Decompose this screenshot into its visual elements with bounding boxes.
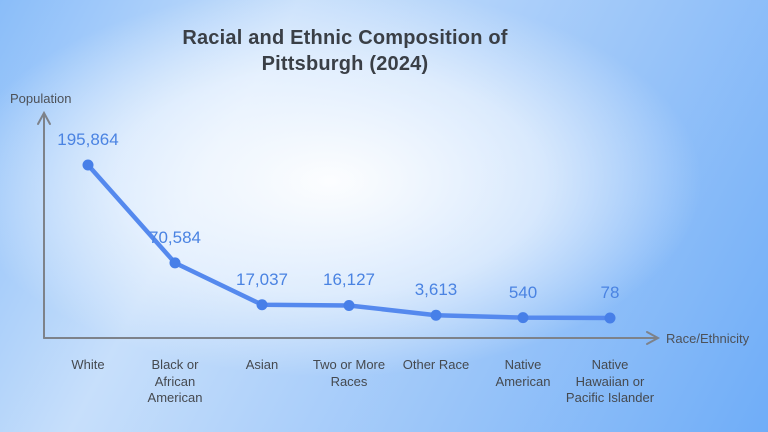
data-point bbox=[604, 312, 616, 324]
data-point bbox=[517, 312, 529, 324]
data-point-value: 3,613 bbox=[414, 280, 458, 300]
data-point-value: 195,864 bbox=[57, 130, 119, 149]
x-axis-tick-label: White bbox=[71, 357, 105, 372]
x-axis-tick-label: Native American bbox=[495, 357, 551, 389]
x-axis-tick-label: Other Race bbox=[402, 357, 470, 372]
data-series bbox=[82, 159, 616, 324]
data-point bbox=[82, 159, 94, 171]
data-point bbox=[169, 257, 181, 269]
data-point-value: 70,584 bbox=[149, 227, 201, 247]
x-axis-title: Race/Ethnicity bbox=[666, 331, 750, 346]
data-point-value: 16,127 bbox=[323, 270, 375, 290]
x-axis-tick-label: Native Hawaiian or Pacific Islander bbox=[565, 357, 655, 405]
axes bbox=[37, 110, 661, 345]
data-point bbox=[256, 299, 268, 311]
data-point-value: 17,037 bbox=[236, 269, 288, 289]
chart-title: Racial and Ethnic Composition of Pittsbu… bbox=[182, 27, 508, 75]
data-point-value: 78 bbox=[600, 283, 620, 302]
x-axis-arrow-icon bbox=[646, 331, 661, 345]
x-axis-tick-label: Black or African American bbox=[147, 357, 203, 405]
data-point bbox=[430, 309, 442, 321]
x-axis-tick-label: Two or More Races bbox=[312, 357, 386, 389]
data-point bbox=[343, 299, 355, 311]
data-point-value: 540 bbox=[508, 282, 538, 302]
y-axis-title: Population bbox=[10, 91, 72, 106]
x-axis-tick-label: Asian bbox=[245, 357, 279, 372]
y-axis-arrow-icon bbox=[37, 110, 51, 125]
